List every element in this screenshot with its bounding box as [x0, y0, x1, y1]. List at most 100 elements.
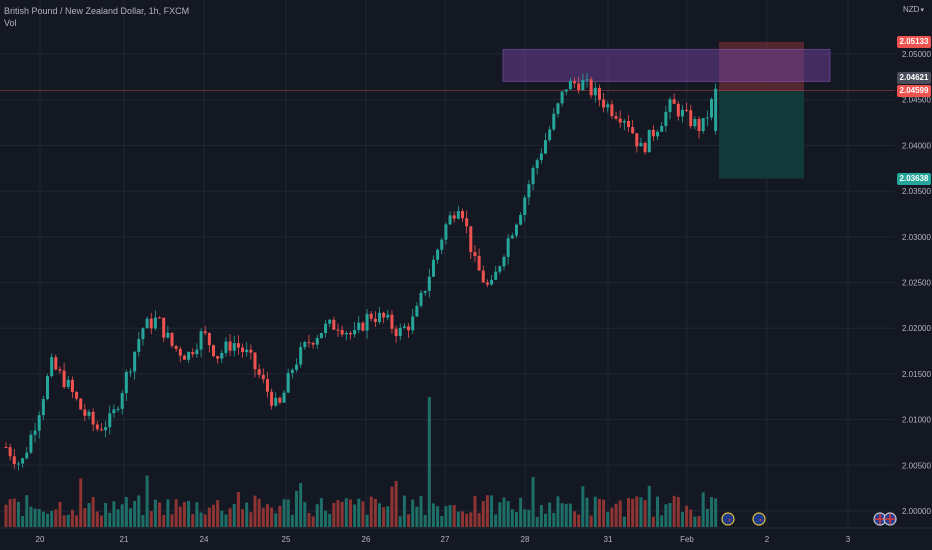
volume-bar	[75, 515, 79, 527]
volume-bar	[241, 509, 245, 527]
candle-body	[319, 333, 323, 339]
volume-bar	[162, 514, 166, 527]
target-price-label: 2.03638	[897, 173, 931, 185]
candle-body	[411, 316, 415, 331]
volume-bar	[490, 495, 494, 527]
candle-body	[199, 331, 203, 350]
volume-bar	[556, 496, 560, 527]
candle-body	[124, 372, 128, 394]
candle-body	[41, 398, 45, 416]
volume-bar	[249, 512, 253, 527]
candle-body	[556, 103, 560, 114]
volume-indicator-label[interactable]: Vol	[4, 18, 17, 28]
new-zealand-flag-icon[interactable]	[752, 512, 766, 526]
volume-bar	[477, 513, 481, 527]
volume-bar	[544, 513, 547, 527]
volume-bar	[261, 507, 265, 527]
candle-body	[137, 339, 141, 352]
y-tick-label: 2.02000	[902, 324, 931, 333]
candle-body	[714, 88, 718, 131]
candle-body	[245, 349, 249, 353]
candle-body	[99, 429, 103, 431]
candle-body	[697, 119, 701, 132]
candle-body	[108, 413, 112, 428]
candle-body	[685, 109, 689, 111]
candle-body	[95, 424, 99, 430]
new-zealand-flag-icon[interactable]	[721, 512, 735, 526]
candle-body	[452, 215, 456, 219]
volume-bar	[278, 505, 282, 527]
volume-bar	[697, 515, 701, 527]
volume-bar	[639, 497, 643, 527]
uk-flag-icon[interactable]	[883, 512, 897, 526]
candle-body	[456, 211, 460, 219]
y-tick-label: 2.04500	[902, 96, 931, 105]
volume-bar	[282, 499, 286, 527]
volume-bar	[170, 514, 174, 527]
candle-body	[606, 104, 610, 108]
volume-bar	[668, 503, 672, 527]
candle-body	[158, 317, 162, 319]
candle-body	[610, 104, 614, 117]
volume-bar	[37, 509, 41, 527]
candle-body	[622, 120, 626, 123]
volume-bar	[187, 500, 191, 527]
currency-selector[interactable]: NZD ▾	[903, 5, 924, 14]
y-tick-label: 2.04000	[902, 141, 931, 150]
volume-bar	[627, 497, 630, 527]
candle-body	[581, 79, 585, 91]
candle-body	[477, 256, 481, 271]
candle-body	[390, 314, 394, 329]
volume-bar	[361, 501, 365, 527]
candle-body	[527, 184, 531, 198]
volume-bar	[120, 504, 124, 527]
candle-body	[539, 153, 543, 161]
candle-body	[701, 118, 705, 132]
volume-bar	[461, 511, 464, 527]
y-tick-label: 2.03500	[902, 187, 931, 196]
candle-body	[75, 392, 79, 399]
volume-bar	[469, 512, 473, 527]
candle-body	[315, 338, 319, 345]
candle-body	[203, 331, 207, 334]
volume-bar	[523, 509, 527, 527]
candle-body	[348, 332, 352, 335]
volume-bar	[295, 490, 298, 527]
symbol-title[interactable]: British Pound / New Zealand Dollar, 1h, …	[4, 6, 190, 16]
volume-bar	[589, 515, 593, 527]
y-tick-label: 2.02500	[902, 279, 931, 288]
entry-price-label: 2.04599	[897, 85, 931, 97]
candle-body	[544, 140, 547, 154]
candle-body	[253, 352, 257, 370]
volume-bar	[448, 505, 452, 527]
candle-body	[33, 430, 37, 435]
volume-bar	[378, 503, 381, 527]
volume-bar	[191, 514, 195, 527]
candle-body	[672, 99, 676, 104]
candle-body	[357, 322, 361, 330]
candle-body	[216, 356, 220, 359]
candle-body	[564, 89, 568, 92]
candle-body	[531, 168, 535, 185]
uk-flag-icon[interactable]	[873, 512, 887, 526]
volume-bar	[386, 506, 390, 527]
volume-bar	[535, 516, 539, 527]
y-tick-label: 2.01500	[902, 370, 931, 379]
volume-bar	[236, 491, 240, 527]
volume-bar	[311, 516, 315, 527]
volume-bar	[357, 498, 361, 527]
candle-body	[340, 330, 344, 335]
candle-body	[232, 343, 236, 351]
candle-body	[656, 131, 660, 137]
candle-body	[37, 415, 41, 431]
candle-body	[705, 117, 709, 119]
volume-bar	[510, 509, 514, 527]
calendar-events[interactable]	[721, 512, 897, 526]
candle-body	[353, 329, 357, 335]
volume-bar	[153, 499, 157, 527]
volume-bar	[124, 497, 128, 527]
volume-bar	[685, 505, 689, 527]
volume-bar	[456, 511, 460, 527]
candle-body	[236, 343, 240, 348]
